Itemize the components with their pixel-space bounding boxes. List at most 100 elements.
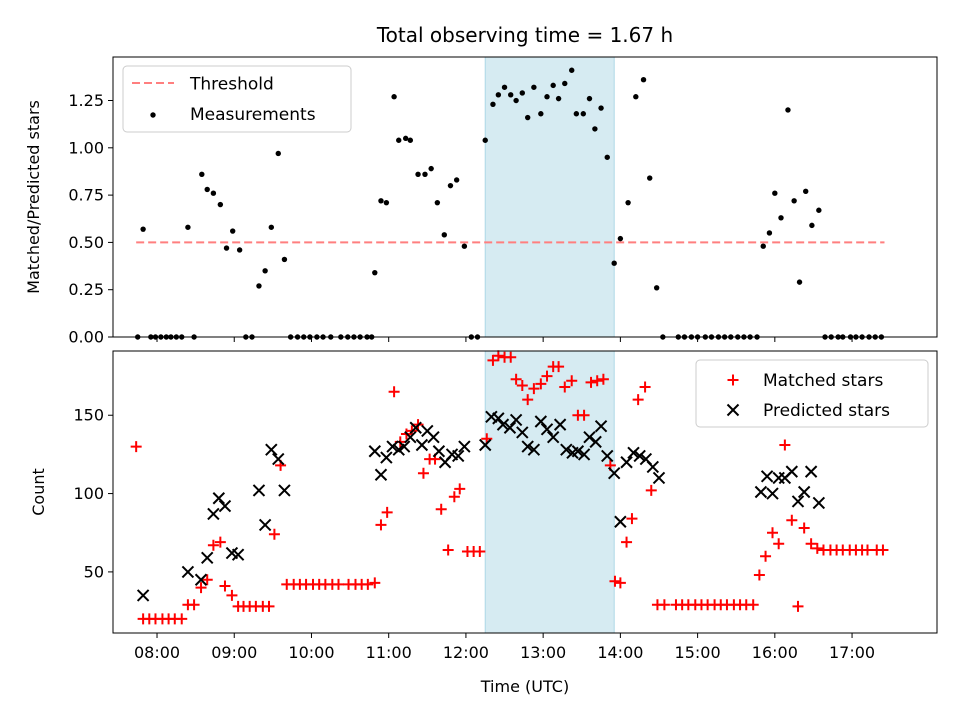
measurement-point (550, 82, 556, 89)
matched-star-point (614, 577, 626, 589)
matched-star-point (130, 441, 142, 453)
matched-star-point (767, 527, 779, 539)
measurement-point (185, 224, 191, 230)
predicted-star-point (207, 507, 220, 521)
predicted-star-point (278, 484, 291, 497)
matched-star-point (369, 577, 381, 589)
measurement-point (803, 188, 809, 195)
matched-star-point (268, 528, 280, 540)
predicted-star-point (479, 438, 492, 452)
predicted-star-point (427, 430, 440, 444)
matched-star-point (773, 538, 785, 550)
predicted-star-point (496, 418, 510, 431)
bottom-xtick-label: 11:00 (366, 643, 412, 662)
measurement-point (760, 243, 766, 249)
bottom-ytick-label: 150 (73, 406, 104, 425)
matched-star-point (553, 361, 565, 373)
predicted-star-point (614, 515, 627, 528)
predicted-star-point (754, 485, 768, 499)
top-axes-frame (112, 56, 938, 338)
matched-star-point (632, 394, 644, 406)
bottom-xtick-label: 13:00 (520, 643, 566, 662)
matched-star-point (805, 538, 817, 550)
measurement-point (236, 247, 243, 253)
measurement-point (501, 84, 508, 90)
predicted-star-point (633, 449, 646, 463)
bottom-shaded-span (484, 350, 615, 634)
matched-star-point (597, 373, 609, 385)
measurement-point (569, 67, 575, 73)
predicted-star-point (432, 445, 446, 458)
measurement-point (580, 111, 587, 117)
predicted-star-point (218, 499, 232, 513)
measurement-point (573, 111, 580, 117)
predicted-star-point (386, 440, 399, 453)
matched-star-point (201, 574, 213, 586)
measurement-point (604, 154, 610, 160)
matched-star-point (609, 575, 621, 587)
measurement-point (513, 97, 519, 104)
top-ytick-label: 1.25 (68, 91, 104, 110)
predicted-star-point (589, 435, 602, 449)
matched-star-point (435, 503, 447, 515)
measurement-point (223, 245, 230, 251)
predicted-star-point (136, 589, 150, 602)
matched-star-point (381, 506, 393, 518)
bottom-yaxis-label: Count (29, 468, 48, 516)
predicted-star-point (560, 443, 573, 456)
matched-star-point (195, 582, 207, 594)
bottom-axes-frame (112, 350, 938, 634)
matched-star-point (786, 514, 798, 526)
predicted-star-point (785, 465, 799, 478)
matched-star-point (214, 536, 226, 548)
measurement-point (544, 94, 550, 100)
matched-star-point (861, 544, 873, 556)
top-ytick-label: 0.00 (68, 328, 104, 347)
matched-star-point (487, 354, 499, 366)
matched-star-point (522, 394, 534, 406)
measurement-point (383, 199, 390, 206)
measurement-point (268, 224, 275, 230)
predicted-star-point (380, 451, 393, 464)
predicted-star-point (583, 430, 596, 444)
predicted-star-point (409, 421, 422, 434)
predicted-star-point (607, 466, 621, 480)
measurement-point (766, 230, 773, 236)
predicted-star-point (652, 471, 666, 485)
bottom-xtick-label: 08:00 (134, 643, 180, 662)
matched-star-point (591, 375, 603, 387)
predicted-star-point (265, 443, 278, 456)
measurement-point (422, 171, 428, 177)
matched-star-point (417, 467, 429, 479)
matched-star-point (528, 383, 540, 395)
top-ytick-label: 0.50 (68, 233, 104, 252)
measurement-point (625, 199, 631, 206)
measurement-point (555, 95, 562, 102)
bottom-xtick-label: 16:00 (752, 643, 798, 662)
matched-star-point (566, 375, 578, 387)
measurement-point (653, 285, 660, 291)
measurement-point (640, 77, 647, 83)
matched-star-point (811, 542, 823, 554)
matched-star-point (510, 373, 522, 385)
predicted-star-point (601, 449, 614, 463)
measurement-point (204, 186, 210, 193)
matched-star-point (541, 370, 553, 382)
predicted-star-point (797, 485, 811, 499)
predicted-star-point (212, 492, 226, 505)
top-yaxis-label: Matched/Predicted stars (24, 100, 43, 294)
top-ytick-label: 0.25 (68, 280, 104, 299)
predicted-star-point (627, 446, 640, 460)
measurement-point (407, 137, 414, 143)
predicted-star-point (503, 421, 517, 434)
measurement-point (441, 232, 447, 238)
measurement-point (199, 171, 205, 177)
predicted-star-point (521, 440, 534, 453)
top-legend: Threshold Measurements (122, 65, 352, 133)
bottom-xtick-label: 14:00 (597, 643, 643, 662)
measurement-point (592, 126, 598, 132)
top-plot-area: 0.00 0.25 0.50 0.75 1.00 1.25 Threshold Measure… (68, 56, 938, 347)
top-legend-box (122, 65, 352, 133)
measurement-point (633, 94, 639, 100)
